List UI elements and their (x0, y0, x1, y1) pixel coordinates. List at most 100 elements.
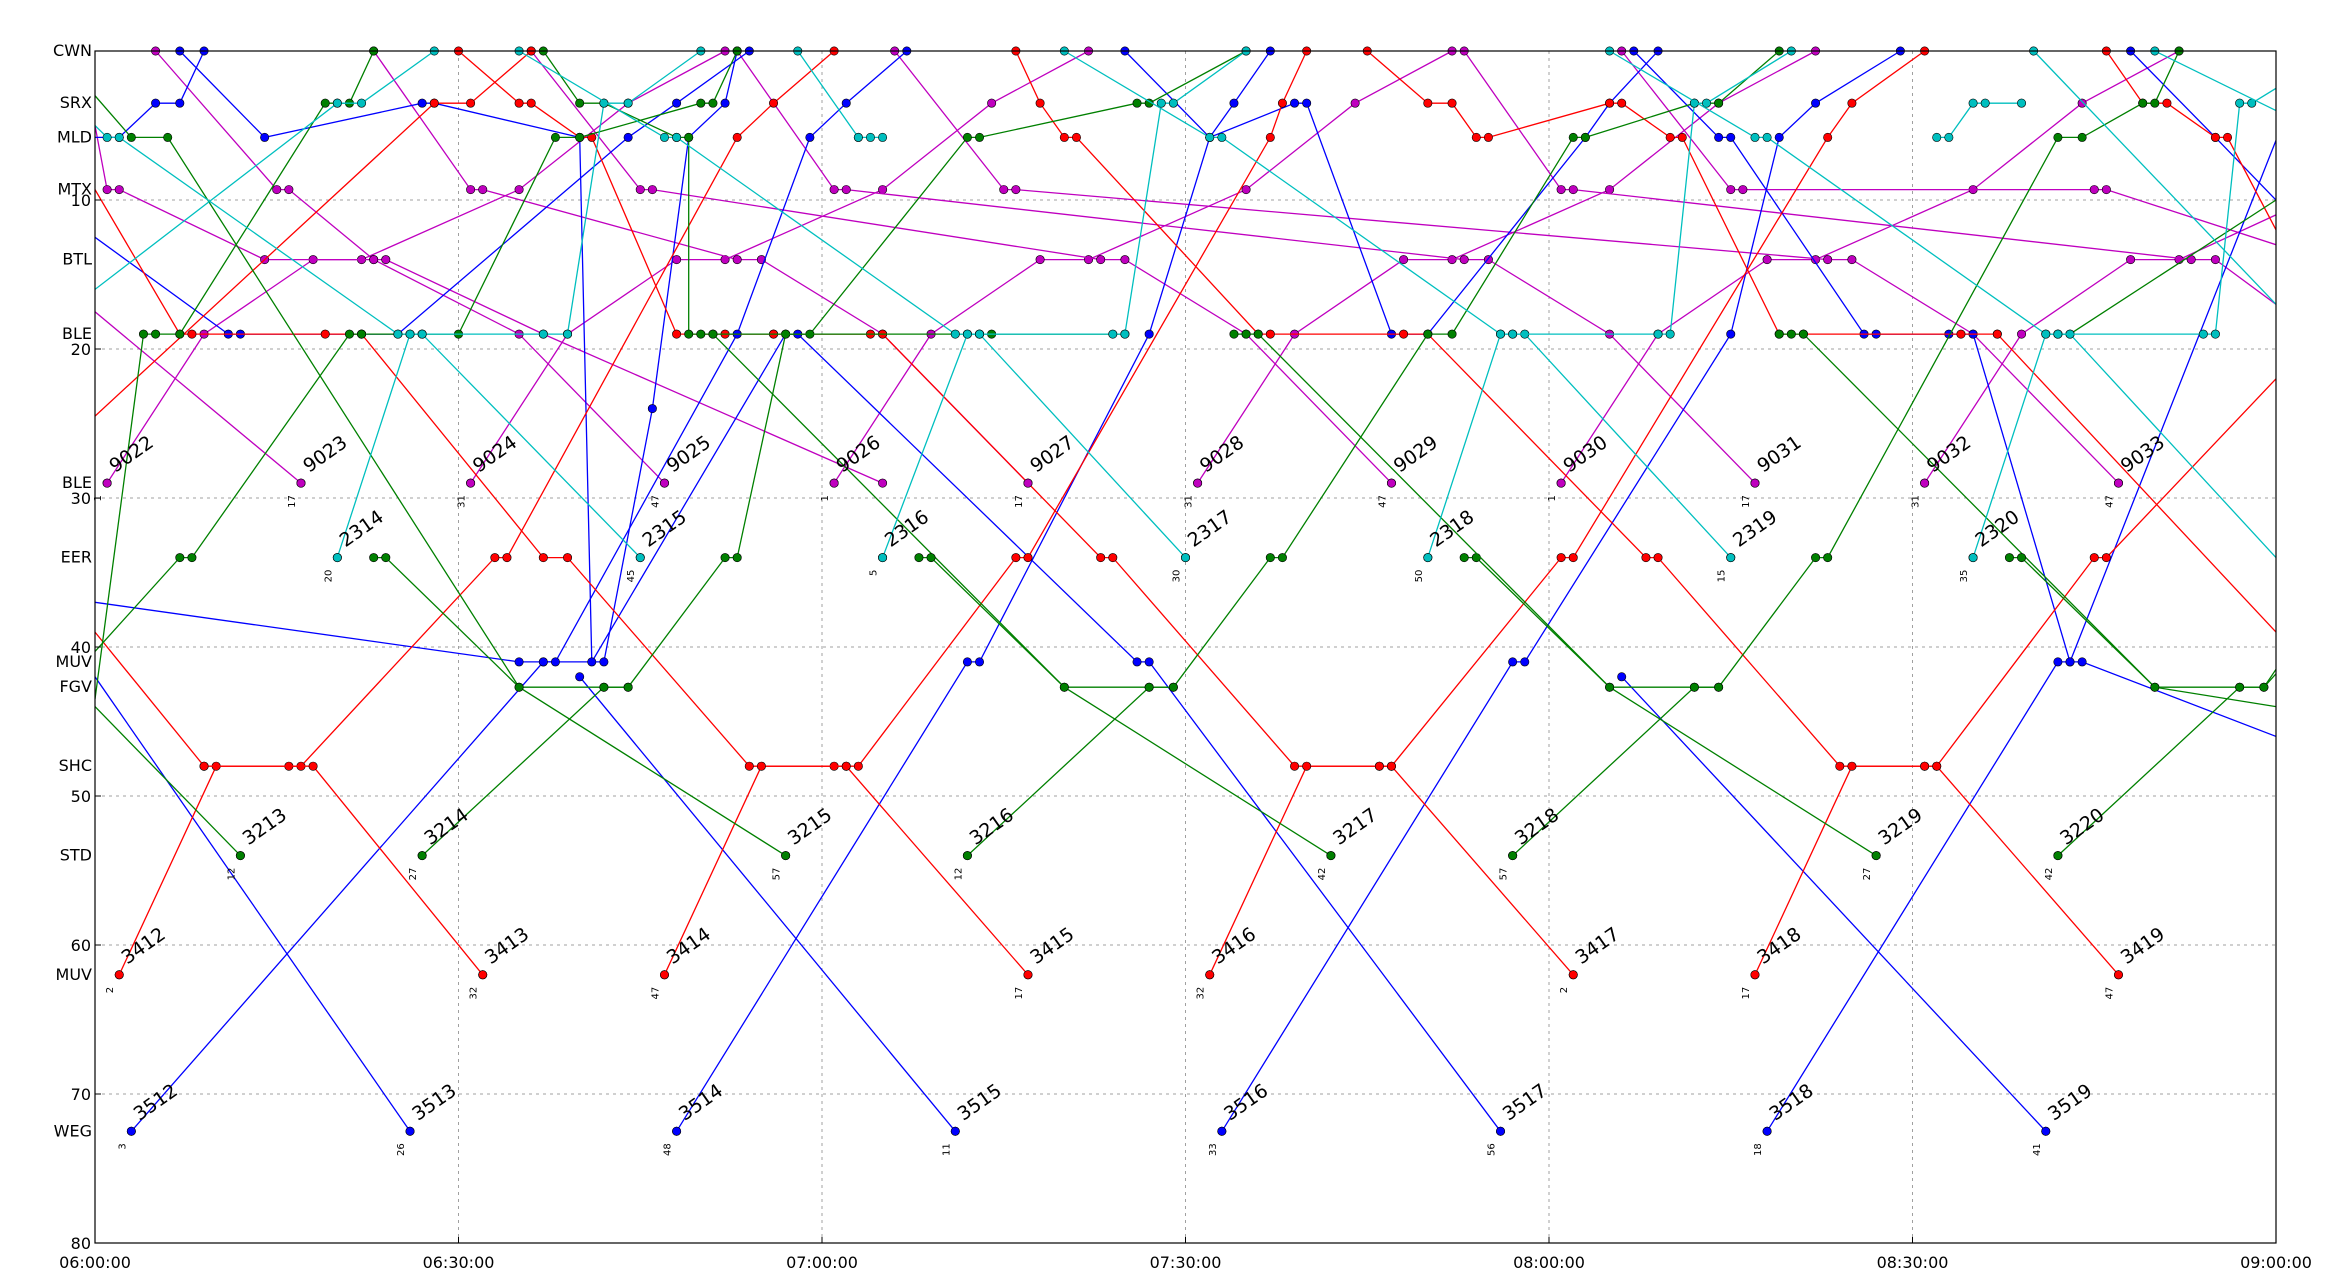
stop-marker (1568, 132, 1578, 142)
minute-label: 2 (105, 987, 116, 993)
train-path-red (1754, 378, 2276, 976)
stop-marker (199, 761, 209, 771)
train-path-blue (579, 676, 956, 1132)
stop-marker (1302, 98, 1312, 108)
origin-marker (405, 1126, 415, 1136)
stop-marker (1641, 553, 1651, 563)
stop-marker (1605, 682, 1615, 692)
train-number-label: 3213 (239, 804, 291, 850)
stop-marker (114, 185, 124, 195)
stop-marker (1459, 553, 1469, 563)
minute-label: 31 (1911, 495, 1922, 508)
stop-marker (1617, 98, 1627, 108)
stop-marker (320, 98, 330, 108)
stop-marker (732, 132, 742, 142)
train-number-label: 2319 (1729, 506, 1781, 552)
stop-marker (878, 185, 888, 195)
stop-marker (696, 329, 706, 339)
origin-marker (417, 851, 427, 861)
train-path-red (1996, 333, 2276, 633)
origin-marker (1750, 478, 1760, 488)
minute-label: 35 (1959, 570, 1970, 583)
stop-marker (2053, 329, 2063, 339)
stop-marker (526, 98, 536, 108)
stop-marker (538, 657, 548, 667)
stop-marker (1568, 185, 1578, 195)
minute-label: 31 (457, 495, 468, 508)
train-number-label: 3415 (1026, 923, 1078, 969)
y-tick-label: 10 (71, 191, 91, 210)
stop-marker (1144, 657, 1154, 667)
station-label: CWN (53, 41, 92, 60)
station-label: BLE (62, 324, 92, 343)
stop-marker (1689, 682, 1699, 692)
train-path-red (95, 50, 532, 417)
stop-marker (2017, 329, 2027, 339)
stop-marker (175, 98, 185, 108)
minute-label: 17 (1741, 987, 1752, 1000)
stop-marker (1496, 329, 1506, 339)
train-number-label: 9023 (299, 431, 351, 477)
train-number-label: 3418 (1753, 923, 1805, 969)
stop-marker (1944, 132, 1954, 142)
label-layer: 9022190231790243190254790261902717902831… (93, 431, 2169, 1156)
origin-marker (950, 1126, 960, 1136)
train-number-label: 2315 (638, 506, 690, 552)
stop-marker (1483, 132, 1493, 142)
train-path-green (1234, 333, 1719, 688)
x-tick-label: 08:30:00 (1877, 1253, 1949, 1272)
stop-marker (466, 185, 476, 195)
minute-label: 48 (663, 1143, 674, 1156)
stop-marker (1665, 329, 1675, 339)
stop-marker (1108, 329, 1118, 339)
stop-marker (878, 132, 888, 142)
train-path-red (773, 333, 1574, 976)
minute-label: 42 (2044, 868, 2055, 881)
minute-label: 18 (1753, 1143, 1764, 1156)
train-number-label: 3215 (784, 804, 836, 850)
train-number-label: 3519 (2044, 1080, 2096, 1126)
stop-marker (587, 132, 597, 142)
station-label: EER (61, 548, 92, 567)
stop-marker (514, 98, 524, 108)
origin-marker (1496, 1126, 1506, 1136)
stop-marker (114, 132, 124, 142)
stop-marker (514, 682, 524, 692)
stop-marker (647, 185, 657, 195)
stop-marker (2053, 132, 2063, 142)
train-path-blue (1221, 50, 1901, 1132)
series-layer (95, 46, 2276, 1136)
origin-marker (2113, 970, 2123, 980)
minute-label: 17 (287, 495, 298, 508)
stop-marker (2223, 132, 2233, 142)
stop-marker (841, 185, 851, 195)
stop-marker (1702, 98, 1712, 108)
origin-marker (1762, 1126, 1772, 1136)
minute-label: 32 (469, 987, 480, 1000)
train-path-green (1464, 556, 1877, 857)
train-path-blue (1633, 50, 2276, 738)
stop-marker (563, 553, 573, 563)
stop-marker (417, 329, 427, 339)
stop-marker (623, 682, 633, 692)
stop-marker (1726, 132, 1736, 142)
stop-marker (1447, 98, 1457, 108)
stop-marker (1556, 185, 1566, 195)
stop-marker (1423, 98, 1433, 108)
stop-marker (962, 132, 972, 142)
origin-marker (829, 478, 839, 488)
stop-marker (1847, 761, 1857, 771)
stop-marker (344, 329, 354, 339)
stop-marker (1665, 132, 1675, 142)
minute-label: 12 (226, 868, 237, 881)
train-path-cyan (1063, 50, 1732, 559)
train-number-label: 3517 (1499, 1080, 1551, 1126)
origin-marker (1920, 478, 1930, 488)
stop-marker (914, 553, 924, 563)
stop-marker (1605, 185, 1615, 195)
train-path-blue (1124, 50, 1659, 335)
origin-marker (781, 851, 791, 861)
stop-marker (1774, 132, 1784, 142)
stop-marker (2089, 553, 2099, 563)
